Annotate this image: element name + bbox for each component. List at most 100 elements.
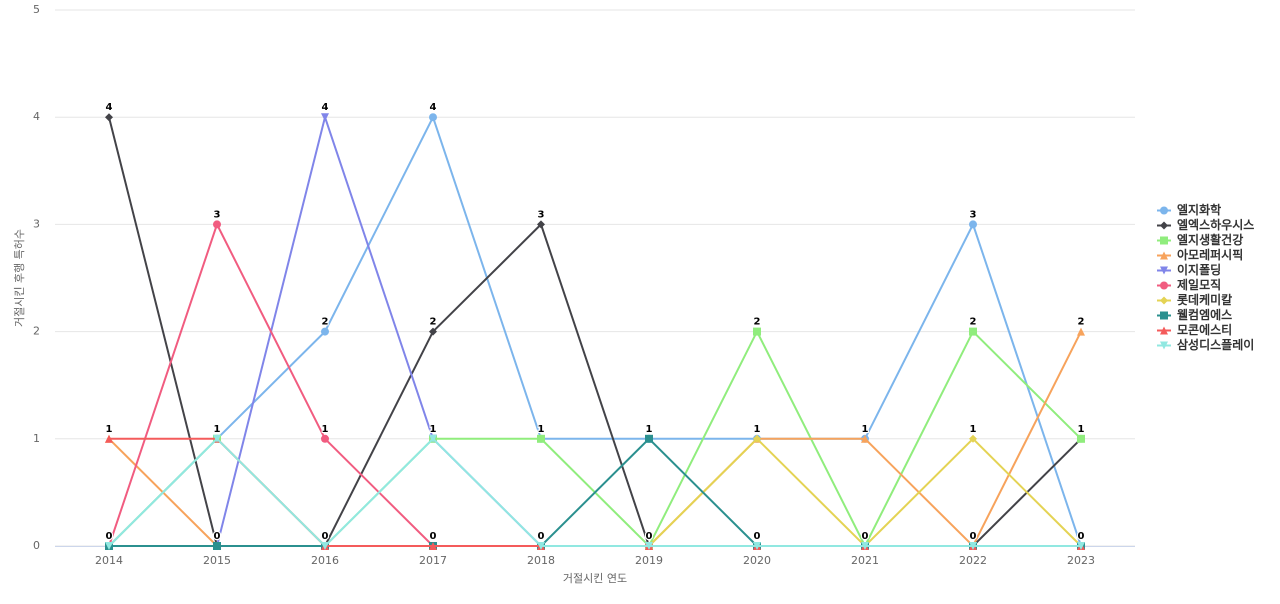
legend-label: 아모레퍼시픽: [1177, 247, 1243, 262]
data-label: 0: [1078, 531, 1085, 542]
data-label: 0: [970, 531, 977, 542]
data-label: 0: [430, 531, 437, 542]
data-label: 0: [430, 531, 437, 542]
y-axis-title: 거절시킨 후행 특허수: [13, 229, 26, 327]
data-label: 1: [862, 424, 869, 435]
point: [213, 542, 221, 550]
data-label: 0: [646, 531, 653, 542]
point: [969, 327, 977, 336]
data-label: 0: [970, 531, 977, 542]
data-label: 0: [322, 531, 329, 542]
legend-item: 모콘에스티: [1157, 322, 1232, 337]
point: [429, 542, 437, 550]
data-label: 0: [970, 531, 977, 542]
data-label: 0: [430, 531, 437, 542]
data-label: 0: [214, 531, 221, 542]
point: [969, 542, 977, 550]
data-label: 0: [970, 531, 977, 542]
legend-label: 웰컴엠에스: [1177, 307, 1232, 322]
data-label: 0: [322, 531, 329, 542]
point: [105, 542, 113, 550]
data-label: 0: [1078, 531, 1085, 542]
data-label: 4: [322, 102, 329, 113]
data-label: 1: [754, 424, 761, 435]
data-label: 0: [538, 531, 545, 542]
x-tick-label: 2022: [959, 554, 987, 567]
data-label: 0: [106, 531, 113, 542]
data-label: 1: [430, 424, 437, 435]
data-label: 1: [1078, 424, 1085, 435]
legend-marker: [1160, 251, 1168, 260]
legend-marker: [1160, 311, 1168, 320]
data-label: 0: [646, 531, 653, 542]
data-label: 0: [538, 531, 545, 542]
legend-item: 엘지생활건강: [1157, 232, 1243, 247]
data-label: 3: [970, 209, 977, 220]
data-label: 0: [646, 531, 653, 542]
point: [321, 542, 329, 550]
data-label: 3: [538, 209, 545, 220]
x-tick-label: 2019: [635, 554, 663, 567]
data-label: 2: [430, 317, 437, 328]
legend-marker: [1160, 206, 1168, 215]
data-label: 1: [1078, 424, 1085, 435]
point: [861, 542, 869, 550]
legend-item: 웰컴엠에스: [1157, 307, 1232, 322]
data-label: 0: [430, 531, 437, 542]
data-label: 0: [1078, 531, 1085, 542]
point: [429, 113, 437, 122]
data-label: 0: [862, 531, 869, 542]
data-label: 0: [862, 531, 869, 542]
data-label: 1: [214, 424, 221, 435]
legend-marker: [1160, 281, 1168, 290]
data-label: 0: [538, 531, 545, 542]
data-label: 4: [430, 102, 437, 113]
point: [645, 542, 653, 550]
legend-label: 삼성디스플레이: [1177, 337, 1254, 352]
legend-item: 삼성디스플레이: [1157, 337, 1254, 352]
legend-item: 엘엑스하우시스: [1157, 217, 1254, 232]
y-tick-label: 3: [33, 217, 40, 230]
legend-item: 롯데케미칼: [1157, 292, 1232, 307]
point: [645, 434, 653, 443]
x-tick-label: 2015: [203, 554, 231, 567]
x-tick-label: 2021: [851, 554, 879, 567]
data-label: 0: [646, 531, 653, 542]
y-tick-label: 5: [33, 3, 40, 16]
data-label: 0: [754, 531, 761, 542]
data-label: 0: [106, 531, 113, 542]
data-label: 0: [322, 531, 329, 542]
data-label: 0: [1078, 531, 1085, 542]
legend-marker: [1160, 326, 1168, 335]
data-label: 0: [1078, 531, 1085, 542]
legend-label: 모콘에스티: [1177, 322, 1232, 337]
legend-marker: [1160, 221, 1168, 230]
data-label: 2: [970, 317, 977, 328]
data-label: 0: [214, 531, 221, 542]
point: [321, 327, 329, 336]
x-tick-label: 2014: [95, 554, 123, 567]
point: [1077, 434, 1085, 443]
point: [105, 113, 113, 122]
data-label: 0: [862, 531, 869, 542]
point: [321, 434, 329, 443]
legend-marker: [1160, 236, 1168, 245]
point: [537, 220, 545, 229]
data-label: 1: [322, 424, 329, 435]
data-label: 0: [1078, 531, 1085, 542]
point: [861, 434, 869, 443]
series-line: [108, 114, 1082, 547]
data-label: 0: [754, 531, 761, 542]
data-label: 1: [646, 424, 653, 435]
point: [1077, 327, 1085, 336]
data-label: 0: [754, 531, 761, 542]
x-tick-label: 2016: [311, 554, 339, 567]
data-label: 1: [754, 424, 761, 435]
legend-label: 엘지화학: [1177, 202, 1221, 217]
data-label: 2: [322, 317, 329, 328]
legend-label: 이지폴딩: [1177, 262, 1221, 277]
legend-item: 이지폴딩: [1157, 262, 1221, 277]
y-tick-label: 2: [33, 325, 40, 338]
data-label: 3: [214, 209, 221, 220]
